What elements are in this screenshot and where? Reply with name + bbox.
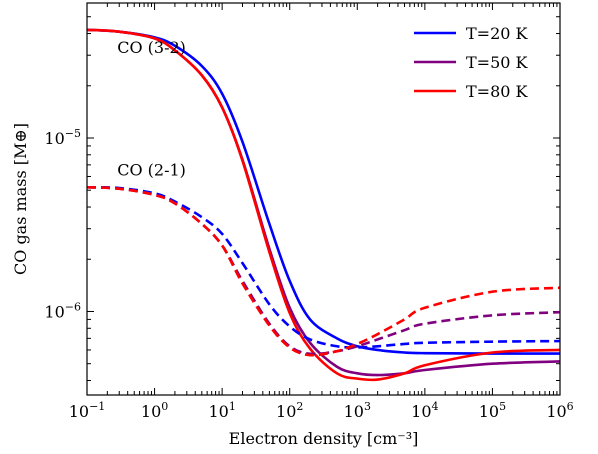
legend-label-t50: T=50 K <box>466 53 529 72</box>
tick-label: 103 <box>344 400 371 421</box>
tick-label: 102 <box>276 400 303 421</box>
legend-label-t80: T=80 K <box>466 82 529 101</box>
plot-frame <box>86 2 561 396</box>
y-axis-label: CO gas mass [M⊕] <box>11 123 30 275</box>
series-line-co32-80k <box>87 28 560 382</box>
legend-label-t20: T=20 K <box>466 24 529 43</box>
tick-label: 101 <box>208 400 235 421</box>
series-line-co21-80k <box>87 185 560 357</box>
tick-label: 105 <box>479 400 506 421</box>
series-layer <box>87 28 560 382</box>
tick-labels: 10−1 100 101 102 103 104 105 106 10−6 10−5 <box>44 127 573 421</box>
legend: T=20 K T=50 K T=80 K <box>414 24 529 101</box>
tick-label: 100 <box>141 400 168 421</box>
tick-label: 10−5 <box>44 127 81 148</box>
axis-ticks <box>86 3 561 395</box>
annotation-label: CO (2-1) <box>117 160 186 179</box>
tick-label: 10−1 <box>69 400 106 421</box>
annotation-label: CO (3-2) <box>117 38 186 57</box>
series-line-co32-20k <box>87 28 560 355</box>
series-line-co21-20k <box>87 185 560 349</box>
tick-label: 106 <box>546 400 573 421</box>
tick-label: 104 <box>411 400 438 421</box>
annotations: CO (3-2) CO (2-1) <box>117 38 186 179</box>
x-axis-label: Electron density [cm⁻³] <box>229 429 419 448</box>
tick-label: 10−6 <box>44 300 81 321</box>
